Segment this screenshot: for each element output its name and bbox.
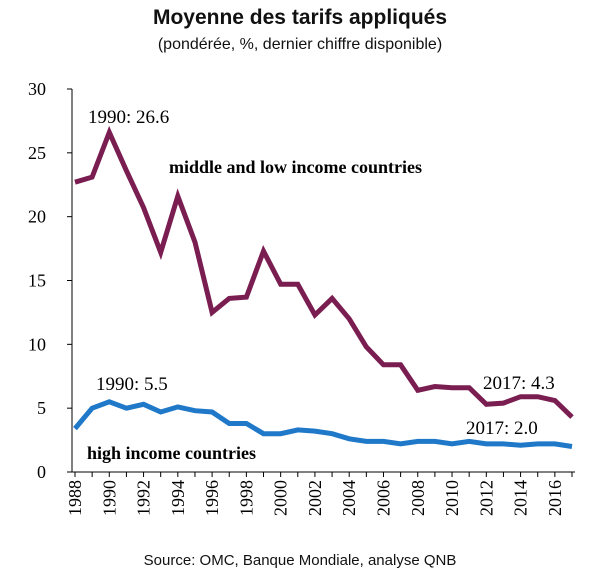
x-tick-label: 1994 [168,480,188,516]
y-tick-label: 15 [28,271,46,291]
annotation-hi-start: 1990: 5.5 [96,374,168,395]
series-group [73,125,574,449]
y-tick-label: 5 [37,398,46,418]
series-label-high-income: high income countries [87,443,256,463]
series-line-high-income [73,399,573,449]
annotation-mli-start: 1990: 26.6 [88,107,169,128]
y-tick-label: 30 [28,79,46,99]
series-line-middle-low-income [74,125,574,419]
x-tick-label: 2014 [511,480,531,516]
x-tick-label: 1996 [202,480,222,516]
x-tick-label: 2006 [373,480,393,516]
x-tick-label: 2008 [408,480,428,516]
x-tick-label: 1990 [99,480,119,516]
x-tick-label: 1988 [65,480,85,516]
y-tick-label: 20 [28,207,46,227]
series-label-middle-low-income: middle and low income countries [169,157,422,177]
annotation-hi-end: 2017: 2.0 [466,418,538,439]
chart-source: Source: OMC, Banque Mondiale, analyse QN… [143,552,457,569]
x-tick-label: 2004 [339,480,359,516]
chart-subtitle: (pondérée, %, dernier chiffre disponible… [157,36,443,53]
annotation-mli-end: 2017: 4.3 [483,373,555,394]
axes: 0 5 10 15 20 25 30 1988 1990 1992 1994 1996 1998 2000… [28,79,575,516]
y-tick-label: 10 [28,334,46,354]
y-tick-label: 25 [28,143,46,163]
x-tick-label: 2000 [271,480,291,516]
x-tick-label: 2012 [476,480,496,516]
chart-title: Moyenne des tarifs appliqués [152,6,448,29]
x-tick-label: 1992 [134,480,154,516]
x-tick-label: 2010 [442,480,462,516]
x-tick-label: 1998 [236,480,256,516]
x-tick-label: 2016 [545,480,565,516]
x-tick-label: 2002 [305,480,325,516]
y-tick-label: 0 [37,462,46,482]
